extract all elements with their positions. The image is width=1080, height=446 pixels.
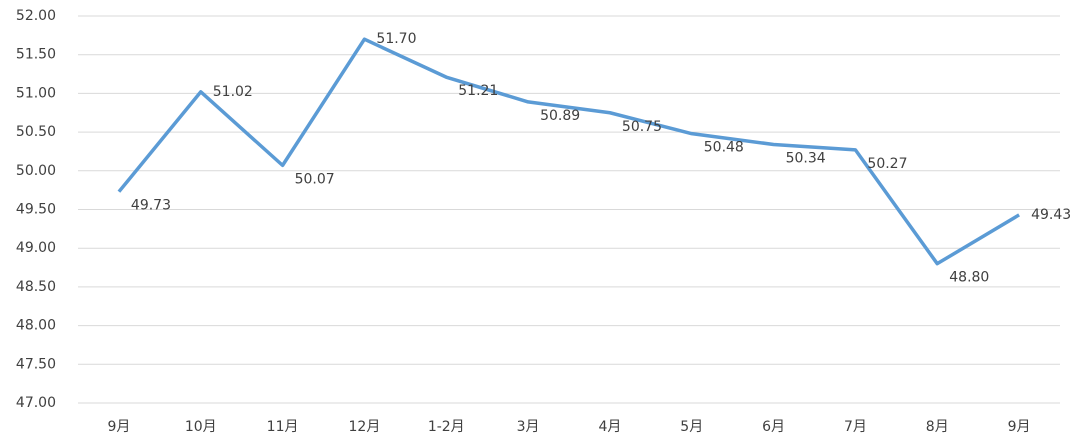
y-tick-label: 51.50 <box>16 47 56 63</box>
y-tick-label: 49.50 <box>16 202 56 218</box>
data-label: 50.34 <box>786 150 826 166</box>
y-tick-label: 47.00 <box>16 395 56 411</box>
x-tick-label: 10月 <box>185 419 217 435</box>
line <box>117 37 1020 266</box>
data-label: 48.80 <box>949 270 989 286</box>
x-tick-label: 9月 <box>1008 419 1031 435</box>
data-label: 49.43 <box>1031 207 1071 223</box>
x-tick-label: 5月 <box>680 419 703 435</box>
data-label: 50.75 <box>622 119 662 135</box>
data-label: 50.89 <box>540 108 580 124</box>
x-tick-label: 6月 <box>762 419 785 435</box>
x-tick-label: 4月 <box>598 419 621 435</box>
y-tick-label: 49.00 <box>16 240 56 256</box>
data-label: 50.07 <box>295 171 335 187</box>
y-tick-label: 48.00 <box>16 318 56 334</box>
data-label: 49.73 <box>131 198 171 214</box>
y-tick-label: 50.50 <box>16 124 56 140</box>
x-tick-label: 12月 <box>349 419 381 435</box>
x-tick-label: 8月 <box>926 419 949 435</box>
data-label: 51.21 <box>458 83 498 99</box>
y-tick-label: 51.00 <box>16 85 56 101</box>
y-tick-label: 48.50 <box>16 279 56 295</box>
x-tick-label: 11月 <box>267 419 299 435</box>
data-label: 51.70 <box>376 31 416 47</box>
x-tick-label: 1-2月 <box>428 419 465 435</box>
x-tick-label: 7月 <box>844 419 867 435</box>
data-label: 51.02 <box>213 84 253 100</box>
y-tick-label: 47.50 <box>16 356 56 372</box>
y-tick-label: 52.00 <box>16 8 56 24</box>
x-tick-label: 3月 <box>517 419 540 435</box>
data-label: 50.48 <box>704 140 744 156</box>
data-label: 50.27 <box>867 156 907 172</box>
y-tick-label: 50.00 <box>16 163 56 179</box>
x-tick-label: 9月 <box>107 419 130 435</box>
